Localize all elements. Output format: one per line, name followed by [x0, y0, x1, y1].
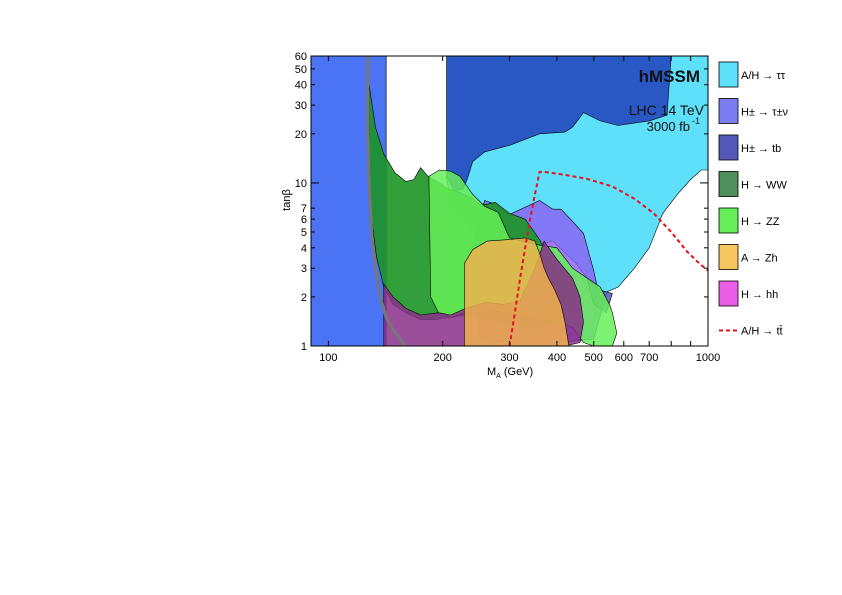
- x-tick-label: 500: [585, 352, 603, 364]
- chart-subtitle-lumi: 3000 fb: [647, 119, 690, 134]
- legend-label: A → Zh: [741, 253, 778, 265]
- y-tick-label: 50: [295, 64, 307, 76]
- x-axis-label-sub: A: [496, 373, 501, 380]
- x-tick-label: 200: [433, 352, 451, 364]
- y-tick-label: 60: [295, 51, 307, 63]
- y-axis-label: tanβ: [281, 189, 293, 211]
- x-tick-label: 600: [615, 352, 633, 364]
- x-tick-label: 100: [319, 352, 337, 364]
- legend-swatch: [718, 171, 739, 197]
- y-tick-label: 6: [301, 214, 307, 226]
- legend-label: H → hh: [741, 289, 778, 301]
- legend-swatch: [718, 280, 739, 307]
- y-tick-label: 30: [295, 100, 307, 112]
- chart-subtitle-energy: LHC 14 TeV: [629, 102, 705, 118]
- legend-label: H± → tb: [741, 143, 781, 155]
- chart-subtitle-lumi-exp: -1: [692, 116, 700, 126]
- y-tick-label: 10: [295, 178, 307, 190]
- legend: A/H → ττ H± → τ±ν H± → tb H → WW H → ZZ A → Z…: [718, 61, 788, 338]
- exclusion-lines: [366, 56, 708, 346]
- exclusion-region-8: [463, 237, 570, 346]
- legend-swatch: [718, 61, 739, 88]
- x-axis-label-main: M: [487, 366, 496, 378]
- legend-label: A/H → tt̄: [741, 325, 783, 337]
- y-tick-label: 3: [301, 263, 307, 275]
- legend-label: A/H → ττ: [741, 70, 786, 82]
- x-tick-label: 300: [500, 352, 518, 364]
- legend-swatch: [718, 98, 739, 124]
- theory-boundary-line: [366, 56, 408, 346]
- legend-label: H → ZZ: [741, 216, 780, 228]
- y-tick-label: 4: [301, 243, 307, 255]
- y-tick-label: 40: [295, 80, 307, 92]
- x-tick-label: 400: [548, 352, 566, 364]
- legend-swatch: [718, 134, 739, 161]
- chart-title: hMSSM: [639, 67, 700, 86]
- legend-label: H → WW: [741, 180, 787, 192]
- lumi-value: 3000 fb: [647, 119, 690, 134]
- x-tick-label: 700: [640, 352, 658, 364]
- y-tick-label: 1: [301, 341, 307, 353]
- x-axis-label: MA (GeV): [487, 366, 533, 380]
- x-axis: 100 200 300 400 500 600 700 1000: [319, 56, 720, 364]
- legend-swatch: [718, 207, 739, 234]
- x-tick-label: 1000: [696, 352, 720, 364]
- y-tick-label: 20: [295, 129, 307, 141]
- x-axis-label-unit: (GeV): [504, 366, 533, 378]
- exclusion-areas: [311, 56, 708, 346]
- y-tick-label: 7: [301, 203, 307, 215]
- y-tick-label: 5: [301, 227, 307, 239]
- legend-swatch: [718, 244, 739, 270]
- legend-label: H± → τ±ν: [741, 107, 788, 119]
- y-tick-label: 2: [301, 292, 307, 304]
